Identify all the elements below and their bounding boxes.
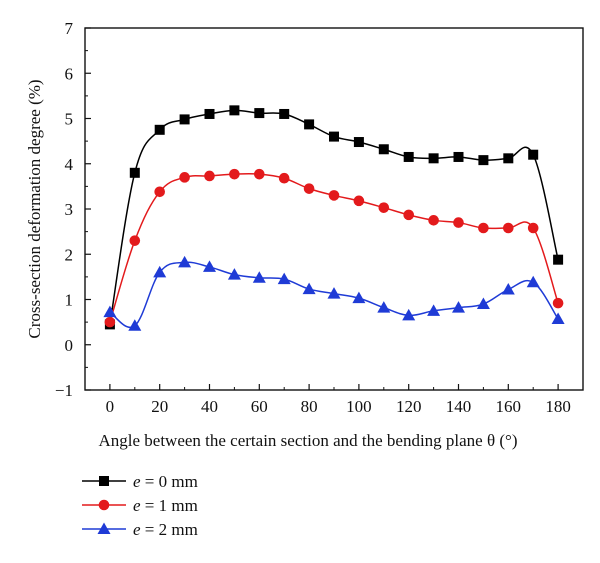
data-point	[476, 297, 490, 310]
y-axis: −1 0 1 2 3 4 5 6 7	[55, 19, 91, 400]
data-point	[352, 291, 366, 304]
data-point	[503, 222, 514, 234]
data-point	[353, 137, 364, 148]
data-point	[153, 265, 167, 278]
data-point	[329, 131, 339, 142]
data-point	[253, 168, 265, 180]
data-point	[103, 305, 117, 318]
y-tick-label: 1	[65, 291, 74, 310]
data-point	[427, 304, 441, 316]
data-point	[378, 144, 389, 155]
data-point	[204, 108, 215, 119]
x-tick-label: 140	[446, 397, 472, 416]
data-point	[279, 108, 290, 119]
data-point	[453, 217, 464, 228]
data-point	[403, 151, 414, 162]
legend-label: e = 2 mm	[133, 520, 198, 539]
data-point	[229, 168, 240, 180]
x-tick-label: 60	[251, 397, 268, 416]
data-point	[527, 222, 539, 234]
data-point	[452, 301, 465, 313]
data-point	[526, 275, 540, 288]
data-point	[328, 190, 340, 201]
x-tick-label: 80	[301, 397, 318, 416]
data-point	[104, 316, 116, 328]
y-tick-label: 2	[65, 245, 74, 264]
x-tick-label: 0	[106, 397, 115, 416]
data-point	[428, 153, 439, 164]
data-point	[154, 186, 165, 198]
x-tick-label: 100	[346, 397, 372, 416]
x-axis-label: Angle between the certain section and th…	[98, 431, 517, 450]
x-tick-label: 40	[201, 397, 218, 416]
data-point	[252, 271, 266, 283]
x-tick-label: 180	[545, 397, 571, 416]
data-point	[254, 108, 265, 119]
data-point	[204, 170, 215, 182]
x-tick-label: 20	[151, 397, 168, 416]
data-point	[503, 153, 514, 164]
data-point	[478, 222, 489, 234]
data-point	[378, 202, 390, 213]
data-point	[154, 124, 165, 135]
x-tick-label: 160	[496, 397, 522, 416]
y-axis-label: Cross-section deformation degree (%)	[25, 79, 44, 338]
data-point	[501, 283, 515, 295]
y-tick-label: 6	[65, 64, 74, 83]
data-point	[128, 319, 142, 331]
y-tick-label: 0	[65, 336, 74, 355]
data-point	[403, 209, 415, 221]
data-point	[478, 155, 489, 166]
y-tick-label: 7	[65, 19, 74, 38]
data-point	[227, 268, 241, 280]
y-tick-label: −1	[55, 381, 73, 400]
data-point	[277, 272, 291, 285]
legend: e = 0 mm e = 1 mm e = 2 mm	[82, 472, 198, 539]
data-point	[278, 172, 290, 184]
data-point	[402, 308, 416, 321]
data-point	[129, 235, 141, 246]
data-point	[552, 297, 564, 309]
data-point	[327, 287, 341, 299]
data-point	[179, 114, 190, 125]
data-point	[179, 172, 190, 183]
y-tick-label: 4	[65, 155, 74, 174]
data-point	[551, 312, 565, 324]
legend-marker	[97, 522, 111, 534]
legend-label: e = 1 mm	[133, 496, 198, 515]
legend-marker	[99, 476, 109, 486]
x-axis: 0 20 40 60 80 100 120 140 160 180	[106, 384, 571, 416]
legend-marker	[98, 499, 110, 511]
x-tick-label: 120	[396, 397, 422, 416]
y-tick-label: 3	[65, 200, 74, 219]
data-point	[303, 183, 315, 194]
data-point	[453, 151, 464, 162]
data-point	[229, 105, 240, 116]
data-point	[203, 260, 216, 272]
data-point	[302, 282, 316, 295]
data-point	[377, 301, 391, 313]
data-point	[304, 119, 315, 130]
data-point	[353, 195, 365, 207]
y-tick-label: 5	[65, 110, 74, 129]
plot-frame	[84, 27, 584, 391]
legend-label: e = 0 mm	[133, 472, 198, 491]
data-point	[553, 254, 564, 265]
series-markers	[103, 105, 565, 331]
data-point	[528, 149, 539, 160]
data-point	[428, 215, 439, 226]
data-point	[178, 255, 192, 268]
data-point	[129, 167, 140, 178]
